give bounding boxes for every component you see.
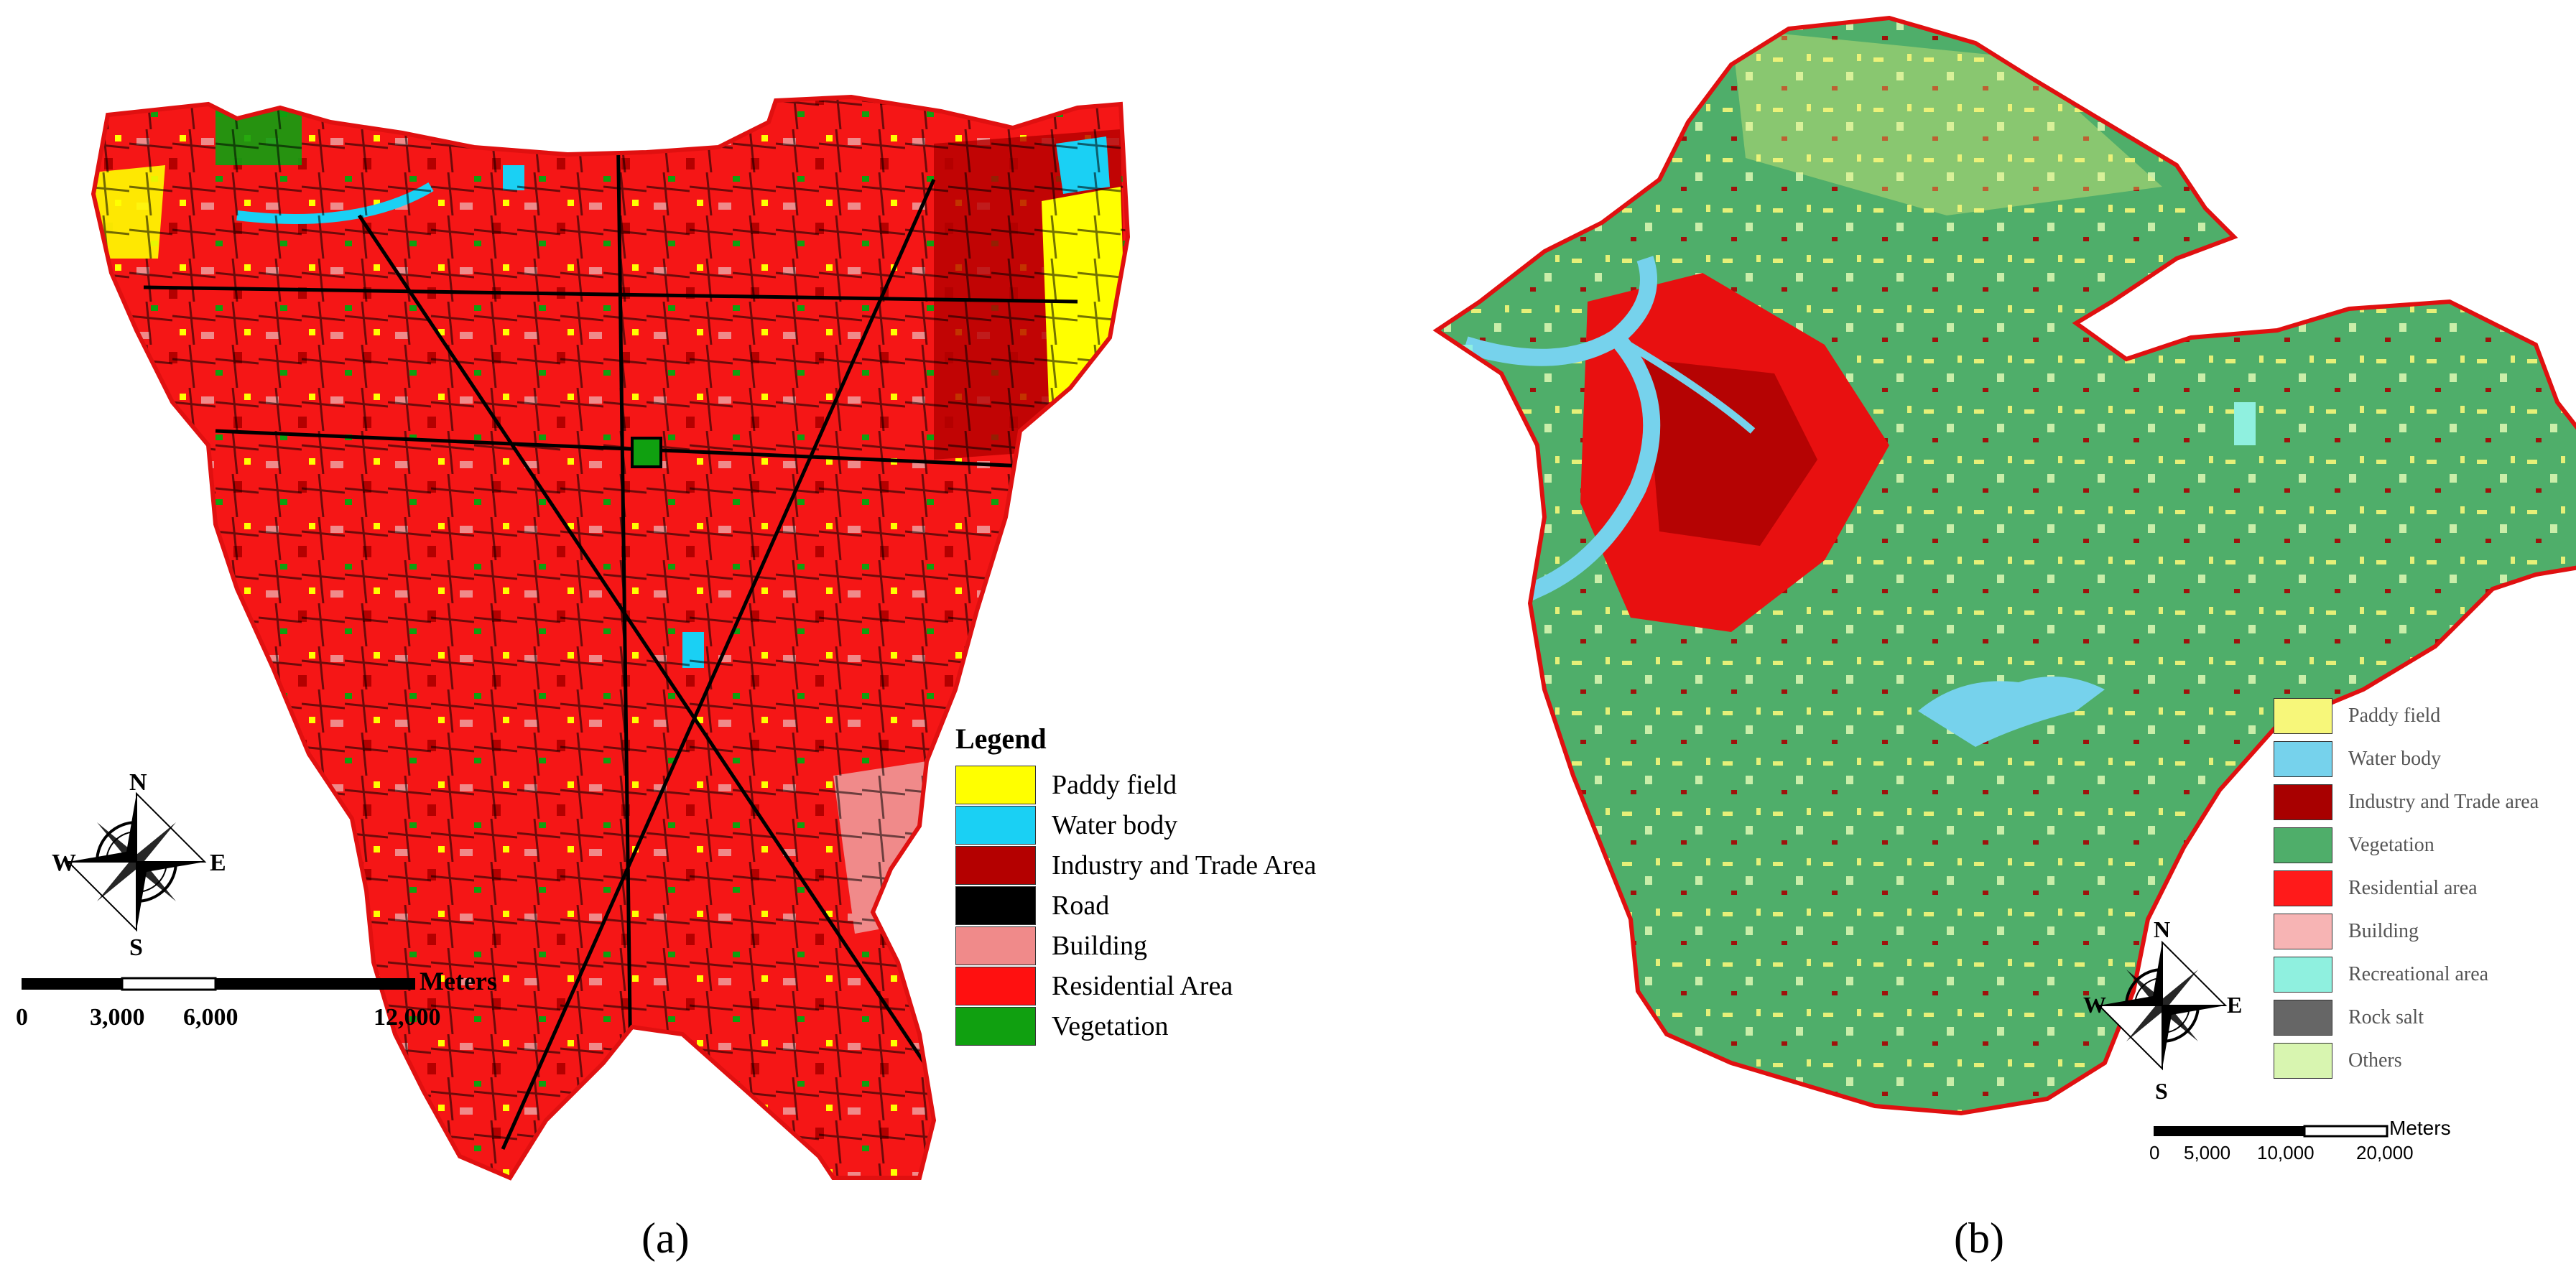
- scale-bar: [2154, 1125, 2389, 1138]
- legend-item: Paddy field: [955, 766, 1316, 804]
- legend-swatch: [2274, 1043, 2332, 1079]
- compass-rose-icon: [2097, 940, 2228, 1071]
- legend-swatch: [955, 846, 1036, 885]
- map-b: N S W E: [1432, 15, 2576, 1138]
- legend-item: Vegetation: [2274, 827, 2539, 863]
- compass-rose-icon: [66, 791, 207, 932]
- scale-tick-0: 0: [16, 1004, 28, 1031]
- legend-label: Industry and Trade area: [2348, 791, 2539, 813]
- legend-item: Water body: [955, 806, 1316, 845]
- scale-unit-label: Meters: [420, 967, 497, 995]
- legend-swatch: [2274, 870, 2332, 906]
- scale-tick-0: 0: [2149, 1142, 2160, 1163]
- legend-a: Legend Paddy field Water body Industry and…: [955, 722, 1316, 1047]
- legend-item: Recreational area: [2274, 957, 2539, 993]
- panel-a: N S W E Meters 0 3,000 6,000 12,000 Lege…: [16, 94, 1316, 1262]
- legend-item: Building: [2274, 914, 2539, 949]
- compass-n-label: N: [129, 769, 147, 796]
- legend-item: Paddy field: [2274, 698, 2539, 734]
- scale-tick-3: 20,000: [2356, 1142, 2414, 1163]
- legend-swatch: [955, 926, 1036, 965]
- legend-label: Residential area: [2348, 877, 2478, 899]
- legend-title: Legend: [955, 723, 1047, 755]
- compass-e-label: E: [2227, 992, 2242, 1018]
- compass-s-label: S: [2155, 1078, 2168, 1104]
- scale-unit-label: Meters: [2389, 1117, 2451, 1139]
- legend-swatch: [955, 806, 1036, 845]
- legend-item: Industry and Trade Area: [955, 846, 1316, 885]
- legend-label: Others: [2348, 1049, 2402, 1072]
- legend-label: Paddy field: [1052, 770, 1177, 800]
- caption-b: (b): [1954, 1214, 2004, 1262]
- legend-item: Residential area: [2274, 870, 2539, 906]
- scale-tick-1: 5,000: [2184, 1142, 2231, 1163]
- scale-tick-1: 3,000: [90, 1004, 145, 1031]
- legend-label: Building: [1052, 931, 1148, 961]
- legend-swatch: [2274, 1000, 2332, 1036]
- legend-b: Paddy field Water body Industry and Trade …: [2274, 698, 2539, 1086]
- legend-swatch: [2274, 914, 2332, 949]
- legend-item: Water body: [2274, 741, 2539, 777]
- legend-label: Vegetation: [2348, 834, 2434, 856]
- legend-label: Water body: [2348, 748, 2442, 770]
- legend-label: Rock salt: [2348, 1006, 2424, 1028]
- legend-item: Others: [2274, 1043, 2539, 1079]
- legend-swatch: [955, 766, 1036, 804]
- legend-label: Industry and Trade Area: [1052, 850, 1317, 881]
- compass-w-label: W: [2083, 992, 2106, 1018]
- legend-item: Residential Area: [955, 967, 1316, 1005]
- scale-bar: [22, 977, 415, 991]
- scale-tick-2: 10,000: [2257, 1142, 2315, 1163]
- map-a: N S W E: [22, 94, 1131, 1181]
- caption-a: (a): [641, 1214, 690, 1262]
- legend-swatch: [2274, 957, 2332, 993]
- legend-label: Road: [1052, 891, 1110, 921]
- legend-item: Vegetation: [955, 1007, 1316, 1046]
- legend-item: Road: [955, 886, 1316, 925]
- legend-item: Industry and Trade area: [2274, 784, 2539, 820]
- legend-swatch: [955, 967, 1036, 1005]
- legend-label: Residential Area: [1052, 971, 1233, 1001]
- compass-s-label: S: [129, 934, 143, 961]
- legend-swatch: [2274, 784, 2332, 820]
- legend-label: Recreational area: [2348, 963, 2489, 985]
- legend-swatch: [2274, 741, 2332, 777]
- scale-tick-2: 6,000: [183, 1004, 238, 1031]
- legend-swatch: [2274, 698, 2332, 734]
- legend-label: Paddy field: [2348, 705, 2441, 727]
- legend-swatch: [955, 886, 1036, 925]
- compass-n-label: N: [2154, 916, 2170, 942]
- legend-swatch: [955, 1007, 1036, 1046]
- legend-label: Water body: [1052, 810, 1178, 840]
- legend-label: Building: [2348, 920, 2419, 942]
- compass-e-label: E: [210, 850, 226, 876]
- legend-item: Building: [955, 926, 1316, 965]
- legend-item: Rock salt: [2274, 1000, 2539, 1036]
- legend-swatch: [2274, 827, 2332, 863]
- legend-label: Vegetation: [1052, 1011, 1169, 1041]
- scale-tick-3: 12,000: [374, 1004, 441, 1031]
- compass-w-label: W: [52, 850, 76, 876]
- panel-b: N S W E Meters 0 5,000 10,000 20,000 Pad…: [1365, 0, 2576, 1287]
